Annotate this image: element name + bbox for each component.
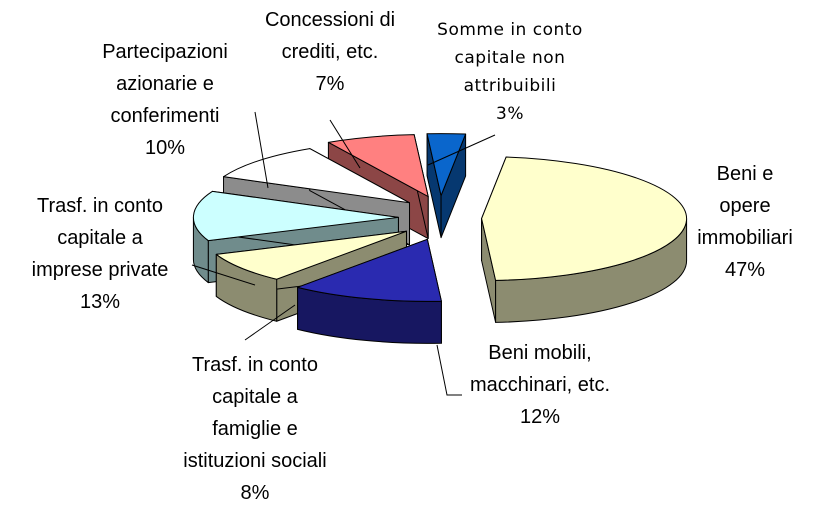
leader-line bbox=[191, 264, 256, 286]
slice-top bbox=[426, 133, 467, 197]
leader-line bbox=[427, 134, 496, 166]
category-label: Partecipazioni azionarie e conferimenti bbox=[102, 41, 228, 127]
slice bbox=[481, 156, 688, 323]
slice-label: Somme in conto capitale non attribuibili… bbox=[437, 16, 583, 128]
slice-label: Beni e opere immobiliari 47% bbox=[697, 158, 793, 286]
slice-label: Concessioni di crediti, etc. 7% bbox=[265, 4, 395, 100]
category-label: Concessioni di crediti, etc. bbox=[264, 9, 396, 63]
slice bbox=[297, 238, 442, 344]
value-label: 7% bbox=[315, 73, 345, 95]
value-label: 47% bbox=[724, 259, 766, 281]
category-label: Somme in conto capitale non attribuibili bbox=[437, 20, 583, 96]
value-label: 10% bbox=[144, 137, 186, 159]
category-label: Beni mobili, macchinari, etc. bbox=[469, 342, 611, 396]
slice-label: Trasf. in conto capitale a imprese priva… bbox=[32, 190, 169, 318]
slice-top bbox=[481, 156, 688, 281]
value-label: 3% bbox=[496, 104, 524, 124]
slice-label: Beni mobili, macchinari, etc. 12% bbox=[470, 337, 610, 433]
slice-label: Trasf. in conto capitale a famiglie e is… bbox=[183, 349, 326, 509]
category-label: Trasf. in conto capitale a famiglie e is… bbox=[183, 354, 327, 472]
slice-top bbox=[327, 134, 429, 198]
value-label: 12% bbox=[519, 406, 561, 428]
slice-label: Partecipazioni azionarie e conferimenti 1… bbox=[102, 36, 228, 164]
category-label: Trasf. in conto capitale a imprese priva… bbox=[31, 195, 169, 281]
slice-top bbox=[223, 148, 411, 204]
category-label: Beni e opere immobiliari bbox=[697, 163, 793, 249]
leader-line bbox=[254, 111, 269, 189]
slice-top bbox=[192, 190, 399, 242]
slice-top bbox=[215, 230, 407, 280]
leader-line bbox=[244, 304, 296, 341]
value-label: 13% bbox=[79, 291, 121, 313]
value-label: 8% bbox=[240, 482, 270, 504]
slice bbox=[426, 133, 467, 239]
slice-top bbox=[297, 238, 442, 302]
leader-line bbox=[329, 119, 361, 169]
leader-line bbox=[436, 344, 462, 396]
